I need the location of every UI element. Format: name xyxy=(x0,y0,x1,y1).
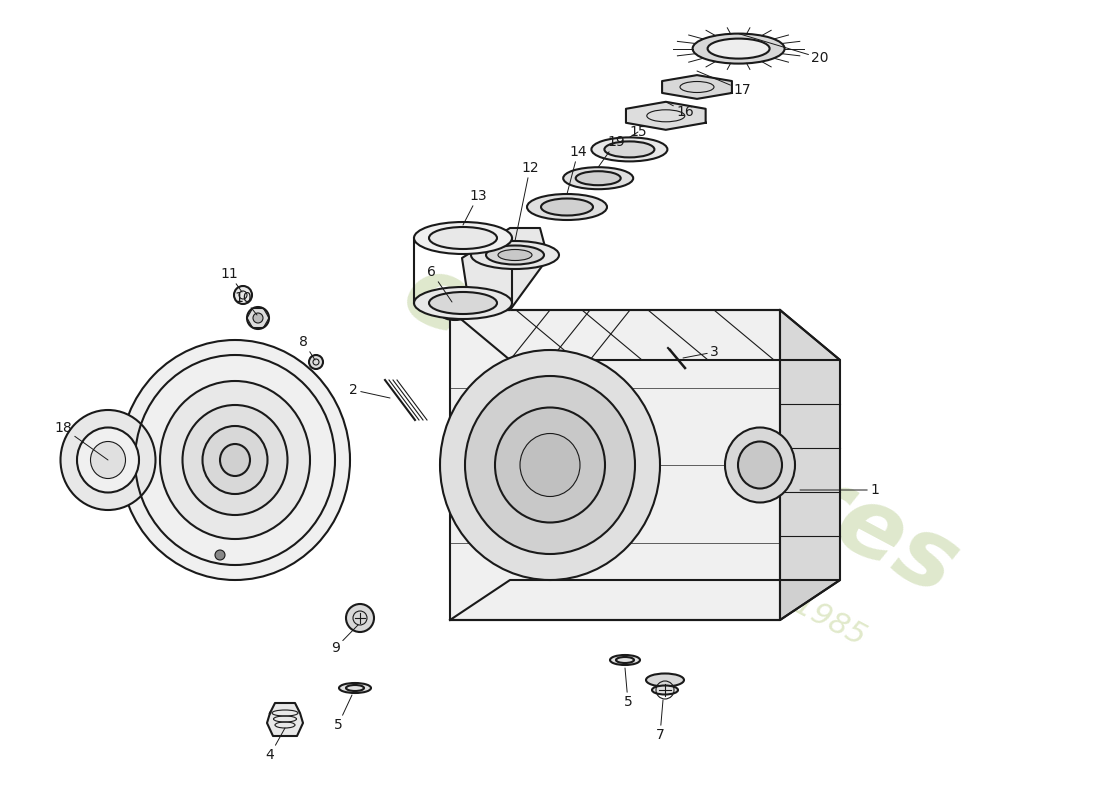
Text: 19: 19 xyxy=(598,135,625,167)
Ellipse shape xyxy=(440,350,660,580)
Text: 7: 7 xyxy=(656,700,664,742)
Text: 11: 11 xyxy=(220,267,242,292)
Ellipse shape xyxy=(575,171,620,186)
Text: 5: 5 xyxy=(333,695,352,732)
Text: 5: 5 xyxy=(624,668,632,709)
Text: 10: 10 xyxy=(234,291,257,315)
Circle shape xyxy=(234,286,252,304)
Ellipse shape xyxy=(202,426,267,494)
Text: 13: 13 xyxy=(463,189,487,225)
Ellipse shape xyxy=(429,292,497,314)
Ellipse shape xyxy=(486,246,544,265)
Ellipse shape xyxy=(220,444,250,476)
Ellipse shape xyxy=(652,686,678,694)
Polygon shape xyxy=(450,580,840,620)
Ellipse shape xyxy=(90,442,125,478)
Ellipse shape xyxy=(498,250,532,261)
Ellipse shape xyxy=(465,376,635,554)
Circle shape xyxy=(248,307,270,329)
Text: 12: 12 xyxy=(515,161,539,241)
Ellipse shape xyxy=(610,655,640,665)
Ellipse shape xyxy=(495,407,605,522)
Text: 3: 3 xyxy=(683,345,718,359)
Polygon shape xyxy=(450,310,840,360)
Circle shape xyxy=(214,550,225,560)
Ellipse shape xyxy=(442,310,468,320)
Ellipse shape xyxy=(429,227,497,249)
Text: 9: 9 xyxy=(331,625,358,655)
Ellipse shape xyxy=(60,410,155,510)
Polygon shape xyxy=(462,228,548,310)
Ellipse shape xyxy=(120,340,350,580)
Text: 2: 2 xyxy=(350,383,390,398)
Ellipse shape xyxy=(183,405,287,515)
Text: 18: 18 xyxy=(54,421,108,460)
Ellipse shape xyxy=(738,442,782,489)
Text: 6: 6 xyxy=(427,265,452,302)
Ellipse shape xyxy=(440,299,470,311)
Ellipse shape xyxy=(693,34,784,64)
Text: 8: 8 xyxy=(299,335,315,360)
Ellipse shape xyxy=(527,194,607,220)
Text: 4: 4 xyxy=(265,728,285,762)
Circle shape xyxy=(309,355,323,369)
Ellipse shape xyxy=(707,38,770,58)
Ellipse shape xyxy=(592,138,668,162)
Ellipse shape xyxy=(541,198,593,215)
Text: 15: 15 xyxy=(629,125,647,139)
Ellipse shape xyxy=(414,287,512,319)
Ellipse shape xyxy=(520,434,580,497)
Text: 16: 16 xyxy=(666,102,694,119)
Text: eurospares: eurospares xyxy=(386,245,974,615)
Ellipse shape xyxy=(160,381,310,539)
Text: a passion for parts since 1985: a passion for parts since 1985 xyxy=(450,409,870,651)
Text: 20: 20 xyxy=(738,34,828,65)
Text: 1: 1 xyxy=(800,483,879,497)
Ellipse shape xyxy=(646,674,684,686)
Polygon shape xyxy=(450,310,780,620)
Polygon shape xyxy=(267,703,303,736)
Circle shape xyxy=(346,604,374,632)
Ellipse shape xyxy=(563,167,634,190)
Ellipse shape xyxy=(604,142,654,158)
Polygon shape xyxy=(662,75,732,99)
Text: 17: 17 xyxy=(697,71,751,97)
Circle shape xyxy=(253,313,263,323)
Ellipse shape xyxy=(471,241,559,269)
Ellipse shape xyxy=(77,427,139,493)
Polygon shape xyxy=(626,102,705,130)
Ellipse shape xyxy=(414,222,512,254)
Ellipse shape xyxy=(339,683,371,693)
Polygon shape xyxy=(780,310,840,620)
Ellipse shape xyxy=(725,427,795,502)
Text: 14: 14 xyxy=(566,145,586,194)
